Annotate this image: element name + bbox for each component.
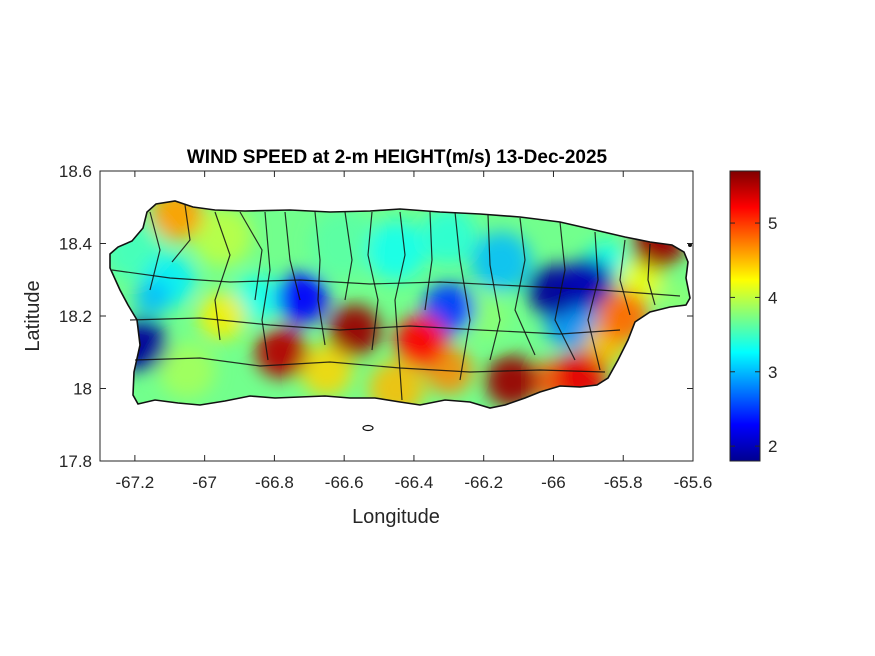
islet	[362, 424, 374, 432]
x-tick-label: -66	[541, 473, 566, 492]
field-blob	[159, 342, 216, 399]
x-tick-label: -66.2	[464, 473, 503, 492]
colorbar-tick-label: 4	[768, 288, 777, 307]
municipality-boundary	[647, 243, 656, 306]
municipality-boundary	[487, 214, 501, 361]
municipality-boundary	[149, 211, 161, 291]
field-blob	[192, 206, 253, 267]
field-hotspot	[394, 315, 447, 368]
field-blob	[366, 220, 427, 281]
x-tick-label: -65.8	[604, 473, 643, 492]
municipality-boundary	[134, 357, 606, 373]
municipality-boundary	[261, 211, 271, 361]
colorbar-ticks: 5 4 3 2	[730, 214, 777, 456]
x-tick-label: -66.8	[255, 473, 294, 492]
municipality-boundary	[554, 221, 576, 361]
x-tick-label: -66.6	[325, 473, 364, 492]
municipality-boundary	[344, 211, 353, 301]
x-tick-label: -66.4	[395, 473, 434, 492]
municipality-boundary	[314, 211, 326, 346]
y-axis-label: Latitude	[22, 280, 44, 351]
municipality-boundary	[619, 239, 631, 316]
municipality-boundary	[111, 269, 681, 297]
field-blob	[618, 257, 663, 302]
field-hotspot	[328, 304, 381, 357]
municipality-boundary	[394, 211, 406, 401]
municipality-boundary	[424, 211, 433, 311]
field-hotspot	[485, 355, 538, 408]
x-tick-label: -67.2	[116, 473, 155, 492]
field-blob	[420, 208, 477, 265]
municipality-boundary	[239, 211, 263, 301]
y-tick-label: 18.4	[59, 235, 92, 254]
municipality-boundary	[454, 211, 471, 381]
municipality-boundary	[587, 231, 601, 371]
colorbar-tick-label: 5	[768, 214, 777, 233]
y-tick-label: 18.2	[59, 307, 92, 326]
x-axis-label: Longitude	[352, 506, 440, 528]
field-blob	[310, 209, 379, 278]
chart-title: WIND SPEED at 2-m HEIGHT(m/s) 13-Dec-202…	[187, 147, 608, 168]
colorbar	[729, 170, 761, 462]
field-blob	[471, 231, 532, 292]
field-blob	[134, 279, 171, 316]
municipality-boundary	[367, 211, 379, 351]
colorbar-tick-label: 2	[768, 437, 777, 456]
municipality-boundary	[129, 317, 621, 335]
field-hotspot	[562, 257, 615, 310]
y-tick-label: 18	[73, 380, 92, 399]
x-tick-label: -65.6	[674, 473, 713, 492]
coast-line	[109, 200, 691, 409]
field-hotspot	[255, 326, 308, 379]
field-hotspot	[276, 271, 329, 324]
y-tick-label: 17.8	[59, 452, 92, 471]
x-tick-label: -67	[192, 473, 217, 492]
field-base	[110, 201, 690, 408]
field-blob	[198, 292, 247, 340]
x-axis: -67.2 -67 -66.8 -66.6 -66.4 -66.2 -66 -65.8 -65.…	[116, 171, 713, 492]
field-blob	[300, 344, 353, 397]
colorbar-tick-label: 3	[768, 363, 777, 382]
municipality-boundaries	[111, 204, 681, 401]
municipality-boundary	[284, 211, 301, 301]
municipality-boundary	[171, 204, 191, 263]
y-axis: 18.6 18.4 18.2 18 17.8	[59, 162, 693, 471]
y-tick-label: 18.6	[59, 162, 92, 181]
